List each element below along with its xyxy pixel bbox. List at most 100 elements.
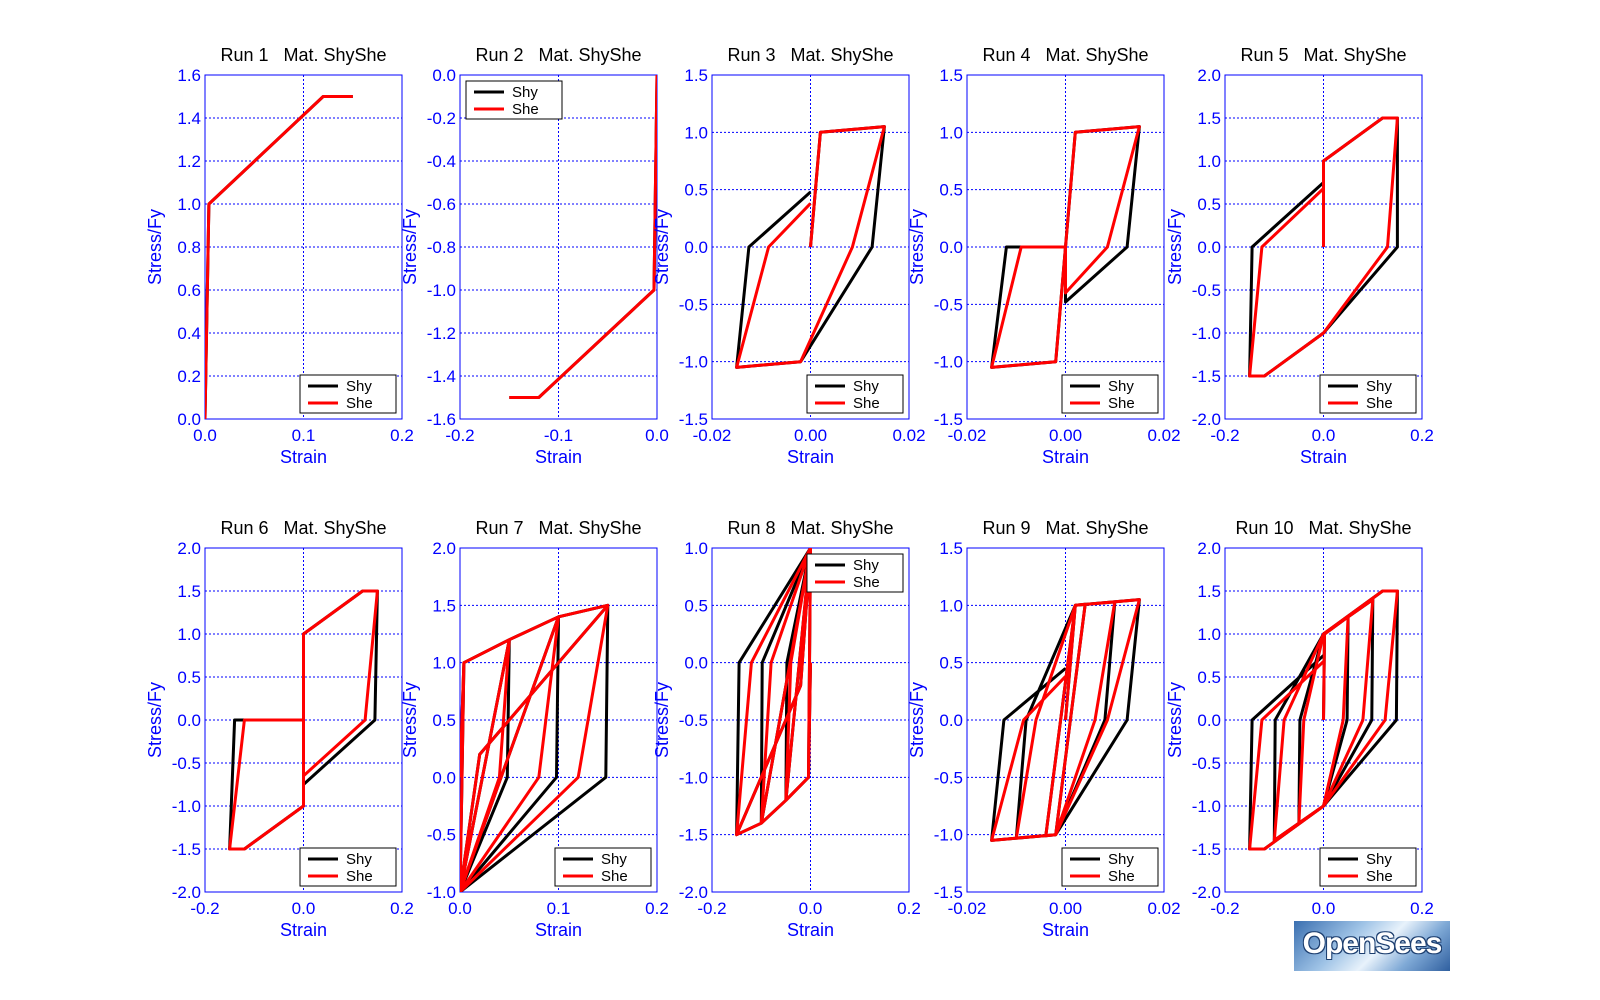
x-axis-label: Strain bbox=[1042, 920, 1089, 940]
y-tick-label: -0.8 bbox=[427, 238, 456, 257]
y-tick-label: -0.6 bbox=[427, 195, 456, 214]
y-tick-label: -1.4 bbox=[427, 367, 456, 386]
y-tick-label: -2.0 bbox=[1192, 410, 1221, 429]
y-tick-label: -1.0 bbox=[1192, 797, 1221, 816]
x-tick-label: -0.2 bbox=[445, 426, 474, 445]
y-tick-label: 0.0 bbox=[177, 711, 201, 730]
y-tick-label: 1.0 bbox=[177, 195, 201, 214]
legend: ShyShe bbox=[554, 847, 652, 887]
y-tick-label: -0.5 bbox=[679, 295, 708, 314]
y-tick-label: 1.5 bbox=[939, 66, 963, 85]
chart-panel-6: -0.2 0.0 0.2 -2.0 -1.5 -1.0 -0.5 0.0 0.5 1.0 1.5 2.… bbox=[145, 518, 414, 940]
y-tick-label: -0.5 bbox=[934, 295, 963, 314]
y-tick-label: 1.0 bbox=[1197, 152, 1221, 171]
y-tick-label: -0.5 bbox=[679, 711, 708, 730]
chart-panel-4: -0.02 0.00 0.02 -1.5 -1.0 -0.5 0.0 0.5 1.0 1.5 Str… bbox=[907, 45, 1181, 467]
chart-panel-7: 0.0 0.1 0.2 -1.0 -0.5 0.0 0.5 1.0 1.5 2.0 Strain St… bbox=[400, 518, 669, 940]
x-tick-label: 0.00 bbox=[1049, 426, 1082, 445]
series-line-she bbox=[990, 598, 1141, 842]
y-axis-label: Stress/Fy bbox=[400, 682, 420, 758]
legend-label-shy: Shy bbox=[512, 84, 538, 101]
y-tick-label: 0.5 bbox=[1197, 668, 1221, 687]
x-tick-label: 0.0 bbox=[448, 899, 472, 918]
x-tick-label: 0.02 bbox=[892, 426, 925, 445]
y-tick-label: -1.6 bbox=[427, 410, 456, 429]
y-tick-label: 0.5 bbox=[939, 181, 963, 200]
y-tick-label: -0.5 bbox=[427, 826, 456, 845]
y-tick-label: -1.5 bbox=[679, 826, 708, 845]
legend-label-shy: Shy bbox=[601, 851, 627, 868]
x-tick-label: 0.2 bbox=[390, 899, 414, 918]
x-tick-label: 0.00 bbox=[1049, 899, 1082, 918]
y-tick-label: 1.0 bbox=[432, 654, 456, 673]
y-tick-label: -0.5 bbox=[1192, 281, 1221, 300]
x-tick-label: 0.1 bbox=[292, 426, 316, 445]
x-tick-label: -0.2 bbox=[1210, 426, 1239, 445]
opensees-logo: OpenSees bbox=[1294, 921, 1450, 971]
y-tick-label: 1.5 bbox=[432, 596, 456, 615]
y-axis-label: Stress/Fy bbox=[400, 209, 420, 285]
x-axis-label: Strain bbox=[1042, 447, 1089, 467]
y-tick-label: 1.0 bbox=[939, 596, 963, 615]
y-axis-label: Stress/Fy bbox=[652, 209, 672, 285]
legend-box bbox=[1061, 374, 1159, 414]
chart-panel-9: -0.02 0.00 0.02 -1.5 -1.0 -0.5 0.0 0.5 1.0 1.5 Str… bbox=[907, 518, 1181, 940]
y-tick-label: 0.5 bbox=[684, 181, 708, 200]
legend-label-shy: Shy bbox=[853, 557, 879, 574]
y-tick-label: -1.5 bbox=[1192, 367, 1221, 386]
x-tick-label: 0.2 bbox=[1410, 899, 1434, 918]
x-tick-label: 0.0 bbox=[1312, 899, 1336, 918]
y-tick-label: -0.5 bbox=[172, 754, 201, 773]
legend-box bbox=[1319, 847, 1417, 887]
chart-panel-5: -0.2 0.0 0.2 -2.0 -1.5 -1.0 -0.5 0.0 0.5 1.0 1.5 2.… bbox=[1165, 45, 1434, 467]
legend: ShyShe bbox=[299, 847, 397, 887]
y-tick-label: -0.5 bbox=[1192, 754, 1221, 773]
y-tick-label: -1.5 bbox=[934, 883, 963, 902]
y-axis-label: Stress/Fy bbox=[1165, 682, 1185, 758]
x-tick-label: 0.00 bbox=[794, 426, 827, 445]
legend-box bbox=[554, 847, 652, 887]
y-tick-label: -1.0 bbox=[427, 281, 456, 300]
legend: ShyShe bbox=[1319, 847, 1417, 887]
y-tick-label: 0.0 bbox=[432, 768, 456, 787]
series-line-she bbox=[228, 589, 379, 851]
y-tick-label: -1.2 bbox=[427, 324, 456, 343]
y-tick-label: 0.2 bbox=[177, 367, 201, 386]
legend-label-shy: Shy bbox=[1366, 851, 1392, 868]
y-tick-label: -2.0 bbox=[172, 883, 201, 902]
y-tick-label: 0.6 bbox=[177, 281, 201, 300]
series-line-she bbox=[1248, 116, 1399, 378]
chart-title: Run 2 Mat. ShyShe bbox=[475, 45, 641, 65]
y-tick-label: 0.0 bbox=[939, 238, 963, 257]
x-axis-label: Strain bbox=[280, 447, 327, 467]
series-line-she bbox=[509, 75, 657, 399]
x-axis-label: Strain bbox=[787, 447, 834, 467]
x-tick-label: -0.02 bbox=[948, 899, 987, 918]
legend-label-shy: Shy bbox=[346, 851, 372, 868]
y-tick-label: -1.5 bbox=[679, 410, 708, 429]
y-tick-label: 2.0 bbox=[1197, 66, 1221, 85]
chart-title: Run 6 Mat. ShyShe bbox=[220, 518, 386, 538]
legend: ShyShe bbox=[1319, 374, 1417, 414]
series-line-she bbox=[1248, 589, 1399, 851]
y-tick-label: 0.4 bbox=[177, 324, 201, 343]
y-tick-label: 1.0 bbox=[177, 625, 201, 644]
series-line-she bbox=[735, 548, 812, 837]
x-tick-label: 0.02 bbox=[1147, 899, 1180, 918]
y-tick-label: 0.5 bbox=[177, 668, 201, 687]
x-tick-label: -0.2 bbox=[1210, 899, 1239, 918]
y-tick-label: 1.0 bbox=[1197, 625, 1221, 644]
y-axis-label: Stress/Fy bbox=[907, 682, 927, 758]
legend-box bbox=[299, 374, 397, 414]
chart-panel-2: -0.2 -0.1 0.0 -1.6 -1.4 -1.2 -1.0 -0.8 -0.6 -0.4 -… bbox=[400, 45, 669, 467]
legend-label-she: She bbox=[1366, 395, 1393, 412]
legend-box bbox=[806, 553, 904, 593]
series-line-she bbox=[735, 125, 886, 369]
y-tick-label: 0.5 bbox=[432, 711, 456, 730]
y-tick-label: 1.0 bbox=[684, 123, 708, 142]
legend-box bbox=[299, 847, 397, 887]
y-tick-label: 2.0 bbox=[177, 539, 201, 558]
chart-title: Run 8 Mat. ShyShe bbox=[727, 518, 893, 538]
y-tick-label: -1.0 bbox=[679, 353, 708, 372]
y-axis-label: Stress/Fy bbox=[1165, 209, 1185, 285]
